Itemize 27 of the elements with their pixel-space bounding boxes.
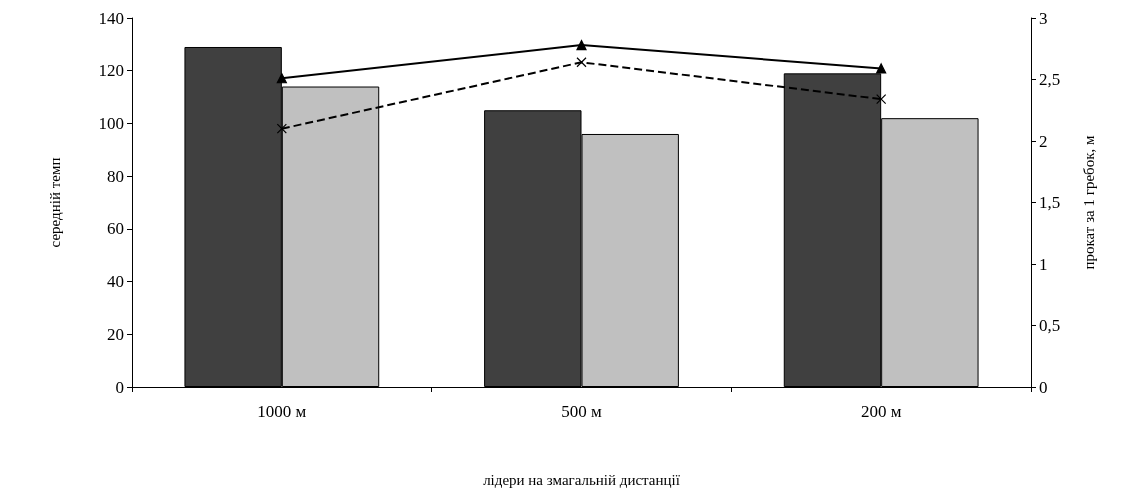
y-tick-label: 100 [98, 113, 124, 133]
point [876, 94, 887, 105]
y2-tick-label: 2 [1039, 131, 1048, 151]
y-tick-label: 40 [107, 272, 124, 292]
x-tick-label: 500 м [561, 402, 602, 421]
point [576, 39, 587, 51]
point [276, 123, 287, 134]
point [876, 63, 887, 74]
point [276, 73, 287, 84]
y2-tick-label: 0,5 [1039, 316, 1061, 335]
y2-axis-title: прокат за 1 гребок, м [1080, 135, 1097, 270]
y-axis-title: середній темп [46, 157, 63, 248]
y-tick-label: 20 [107, 324, 124, 344]
x-axis-title: лідери на змагальній дистанції [483, 471, 681, 488]
x-tick-label: 1000 м [257, 402, 307, 421]
y2-tick-label: 0 [1039, 377, 1048, 397]
y-tick-label: 140 [98, 8, 124, 28]
y2-tick-label: 1 [1039, 254, 1048, 274]
y-tick-label: 120 [98, 61, 124, 81]
y2-tick-label: 1,5 [1039, 193, 1061, 212]
y2-tick-label: 3 [1039, 8, 1048, 28]
y2-tick-label: 2,5 [1039, 70, 1061, 89]
y-tick-label: 60 [107, 219, 124, 239]
point [576, 57, 587, 68]
y-tick-label: 80 [107, 166, 124, 186]
x-tick-label: 200 м [860, 402, 902, 421]
y-tick-label: 0 [115, 377, 124, 397]
